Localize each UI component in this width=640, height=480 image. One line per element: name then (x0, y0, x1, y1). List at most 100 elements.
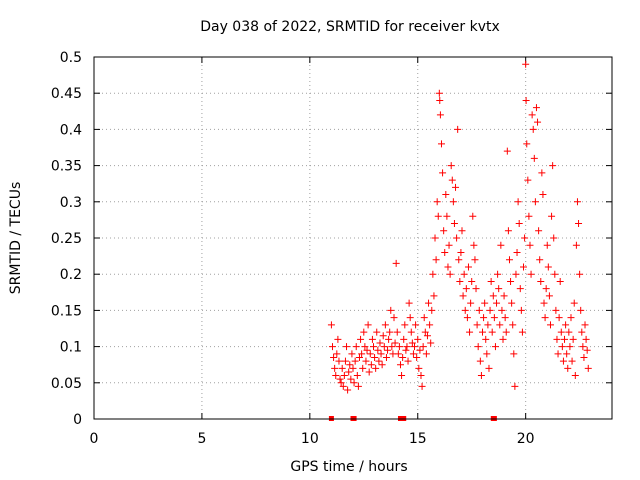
data-point (446, 270, 454, 278)
x-tick-label: 20 (517, 431, 535, 447)
x-axis-label: GPS time / hours (290, 459, 407, 475)
data-point (330, 353, 338, 361)
data-point (572, 241, 580, 249)
data-point (377, 350, 385, 358)
data-point (534, 118, 542, 126)
data-point (367, 361, 375, 369)
data-point (400, 335, 408, 343)
data-point (516, 285, 524, 293)
y-tick-label: 0.4 (60, 122, 82, 138)
data-point (542, 285, 550, 293)
data-point (583, 346, 591, 354)
data-point (570, 299, 578, 307)
data-point (561, 335, 569, 343)
data-point (546, 321, 554, 329)
data-point (430, 292, 438, 300)
data-point (525, 212, 533, 220)
data-point (491, 343, 499, 351)
data-point (450, 220, 458, 228)
data-point (444, 263, 452, 271)
data-point (514, 198, 522, 206)
data-point (540, 299, 548, 307)
data-point (346, 361, 354, 369)
y-axis-ticks: 0 0.05 0.1 0.15 0.2 0.25 0.3 0.35 0.4 0.45 0.5 (51, 50, 612, 428)
data-point (447, 162, 455, 170)
data-point (412, 321, 420, 329)
data-point (423, 332, 431, 340)
data-point (364, 321, 372, 329)
data-point (530, 154, 538, 162)
data-point (435, 89, 443, 97)
data-point (557, 328, 565, 336)
plot-frame (93, 56, 613, 420)
data-point (337, 379, 345, 387)
data-point (419, 343, 427, 351)
data-point (390, 314, 398, 322)
data-point (443, 212, 451, 220)
data-point (507, 277, 515, 285)
data-point (575, 220, 583, 228)
data-point (523, 140, 531, 148)
data-point (341, 357, 349, 365)
data-point (434, 212, 442, 220)
data-point (568, 357, 576, 365)
data-point (373, 328, 381, 336)
data-point (553, 335, 561, 343)
data-point (386, 328, 394, 336)
data-point (336, 375, 344, 383)
y-tick-label: 0.5 (60, 50, 82, 66)
data-point (493, 299, 501, 307)
data-point (344, 386, 352, 394)
data-point (385, 335, 393, 343)
data-point (402, 346, 410, 354)
data-point (332, 372, 340, 380)
data-point (556, 277, 564, 285)
data-point (454, 125, 462, 133)
data-point (404, 357, 412, 365)
y-axis-label: SRMTID / TECUs (8, 182, 24, 295)
data-point (545, 292, 553, 300)
data-point (563, 350, 571, 358)
data-point (403, 343, 411, 351)
data-point (503, 147, 511, 155)
data-point (562, 321, 570, 329)
data-point (571, 372, 579, 380)
data-point (537, 277, 545, 285)
data-point (345, 368, 353, 376)
data-point (445, 241, 453, 249)
data-point (362, 357, 370, 365)
data-point (573, 198, 581, 206)
data-point (453, 234, 461, 242)
y-tick-label: 0.1 (60, 340, 82, 356)
data-point (480, 314, 488, 322)
data-point (381, 321, 389, 329)
data-point (409, 350, 417, 358)
data-point (483, 350, 491, 358)
data-point (387, 306, 395, 314)
data-points (327, 60, 592, 394)
data-point (452, 183, 460, 191)
data-point (535, 227, 543, 235)
data-point (576, 270, 584, 278)
data-point (494, 270, 502, 278)
data-point (505, 256, 513, 264)
data-point (498, 306, 506, 314)
data-point (460, 270, 468, 278)
data-point (436, 96, 444, 104)
data-point (457, 248, 465, 256)
data-point (417, 372, 425, 380)
data-point (513, 248, 521, 256)
data-point (579, 343, 587, 351)
data-point (347, 375, 355, 383)
data-point (380, 343, 388, 351)
data-point (425, 299, 433, 307)
data-point (353, 372, 361, 380)
data-point (461, 306, 469, 314)
data-point (566, 343, 574, 351)
data-point (391, 339, 399, 347)
data-point (354, 382, 362, 390)
data-point (532, 104, 540, 112)
data-point (474, 343, 482, 351)
x-tick-label: 15 (409, 431, 427, 447)
